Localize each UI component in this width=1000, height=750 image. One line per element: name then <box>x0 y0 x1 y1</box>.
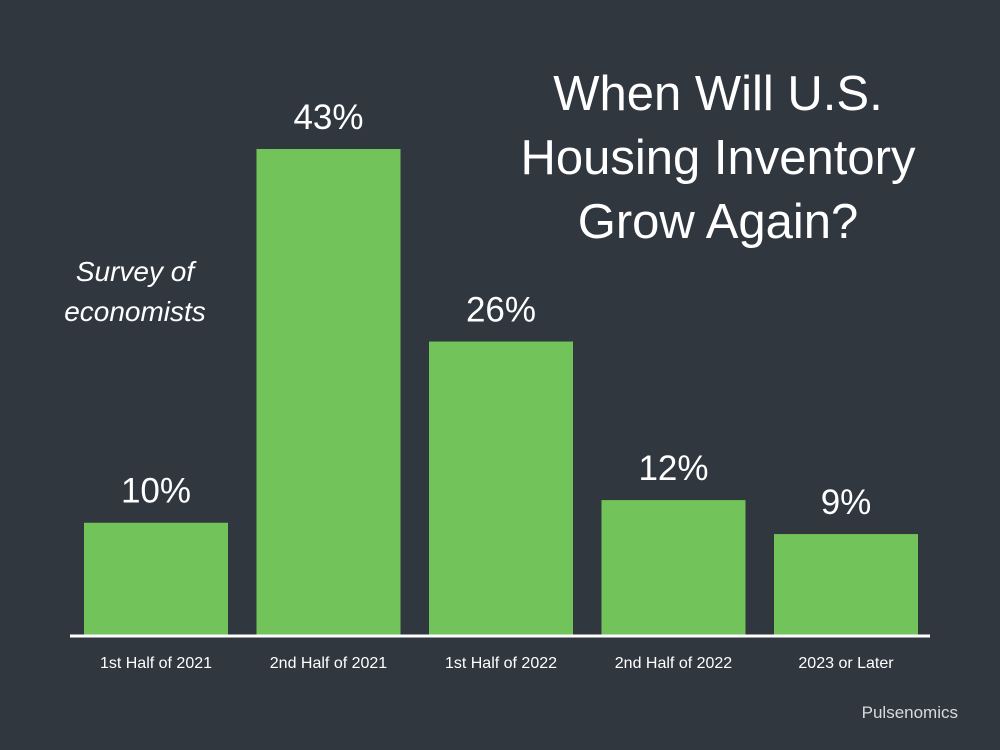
chart-title-line-3: Grow Again? <box>577 195 859 249</box>
x-tick-label-3: 1st Half of 2022 <box>445 655 557 672</box>
bar-5 <box>774 534 918 636</box>
bar-2 <box>256 149 401 636</box>
chart-title-line-1: When Will U.S. <box>553 67 883 121</box>
data-label-1: 10% <box>121 472 191 511</box>
survey-annotation-line-1: Survey of <box>75 256 195 287</box>
bar-1 <box>84 522 228 636</box>
data-label-4: 12% <box>638 449 708 488</box>
data-label-5: 9% <box>821 483 872 522</box>
survey-annotation: Survey of economists <box>40 252 230 332</box>
chart-title-line-2: Housing Inventory <box>520 131 916 185</box>
x-tick-label-4: 2nd Half of 2022 <box>615 655 733 672</box>
x-tick-label-2: 2nd Half of 2021 <box>270 655 388 672</box>
data-label-3: 26% <box>466 291 536 330</box>
data-label-2: 43% <box>293 98 363 137</box>
source-credit: Pulsenomics <box>861 703 958 722</box>
chart-title: When Will U.S. Housing Inventory Grow Ag… <box>478 62 958 254</box>
x-tick-label-5: 2023 or Later <box>798 655 894 672</box>
bar-4 <box>601 500 746 636</box>
x-tick-label-1: 1st Half of 2021 <box>100 655 212 672</box>
survey-annotation-line-2: economists <box>64 296 206 327</box>
bar-3 <box>429 341 573 636</box>
